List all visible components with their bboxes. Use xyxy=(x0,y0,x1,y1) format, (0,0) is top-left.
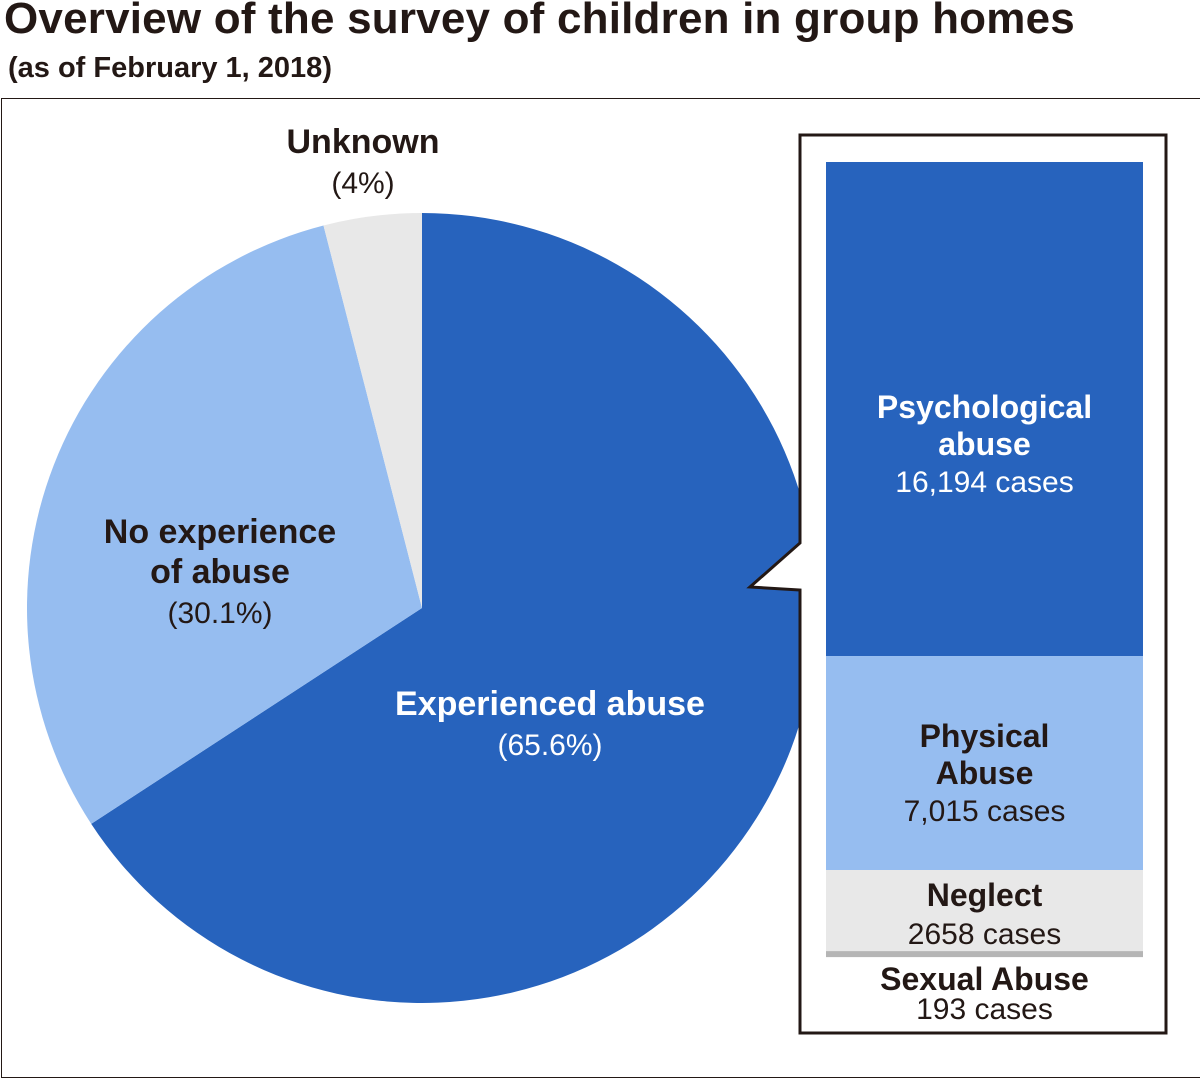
pie-unknown-label-line: Unknown xyxy=(287,123,440,161)
bar-physical-abuse-label-line: Physical xyxy=(920,718,1050,754)
pie-unknown-value-label: (4%) xyxy=(331,167,394,200)
bar-segment-sexual-abuse xyxy=(826,951,1143,958)
bar-sexual-abuse-value-label: 193 cases xyxy=(916,993,1053,1026)
chart-title: Overview of the survey of children in gr… xyxy=(4,0,1075,43)
bar-sexual-abuse-label-line: Sexual Abuse xyxy=(880,961,1089,997)
bar-physical-abuse-value-label: 7,015 cases xyxy=(904,795,1066,828)
chart-labels: Experienced abuse (65.6%) No experienceof … xyxy=(104,123,1092,1026)
pie-no-experience-of-abuse-value-label: (30.1%) xyxy=(167,597,272,630)
pie-no-experience-of-abuse-label-line: No experience xyxy=(104,513,336,551)
bar-neglect-label: Neglect 2658 cases xyxy=(908,877,1061,951)
bar-psychological-abuse-label-line: abuse xyxy=(938,426,1030,462)
pie-experienced-abuse-label: Experienced abuse (65.6%) xyxy=(395,685,705,762)
bar-segment-psychological-abuse xyxy=(826,162,1143,657)
bar-neglect-value-label: 2658 cases xyxy=(908,918,1061,951)
pie-slice-no-experience-of-abuse xyxy=(26,225,422,824)
pie-experienced-abuse-value-label: (65.6%) xyxy=(497,729,602,762)
pie-chart xyxy=(26,213,817,1004)
bar-psychological-abuse-value-label: 16,194 cases xyxy=(895,466,1073,499)
chart-subtitle: (as of February 1, 2018) xyxy=(8,52,332,84)
bar-physical-abuse-label-line: Abuse xyxy=(936,755,1034,791)
pie-unknown-label: Unknown (4%) xyxy=(287,123,440,200)
pie-slice-experienced-abuse xyxy=(91,213,817,1004)
stacked-bar xyxy=(826,162,1143,958)
bar-neglect-label-line: Neglect xyxy=(927,877,1043,913)
bar-psychological-abuse-label-line: Psychological xyxy=(877,389,1092,425)
pie-no-experience-of-abuse-label-line: of abuse xyxy=(150,553,290,591)
bar-segment-physical-abuse xyxy=(826,656,1143,871)
pie-slice-unknown xyxy=(323,213,422,608)
pie-experienced-abuse-label-line: Experienced abuse xyxy=(395,685,705,723)
bar-segment-neglect xyxy=(826,870,1143,952)
